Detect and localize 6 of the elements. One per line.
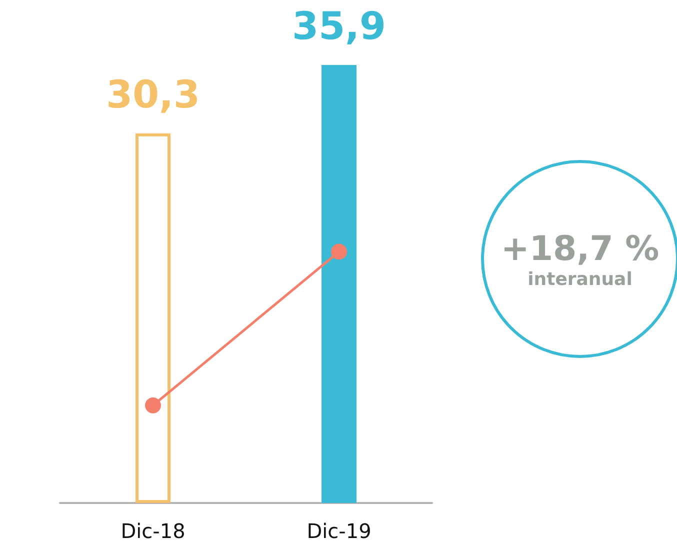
text: +18,7 % [500, 228, 660, 268]
x-tick-label: Dic-19 [306, 519, 372, 543]
data-label: 30,3 [106, 72, 200, 116]
text: interanual [528, 268, 632, 290]
data-label: 35,9 [292, 4, 386, 48]
x-tick-label: Dic-18 [120, 519, 186, 543]
